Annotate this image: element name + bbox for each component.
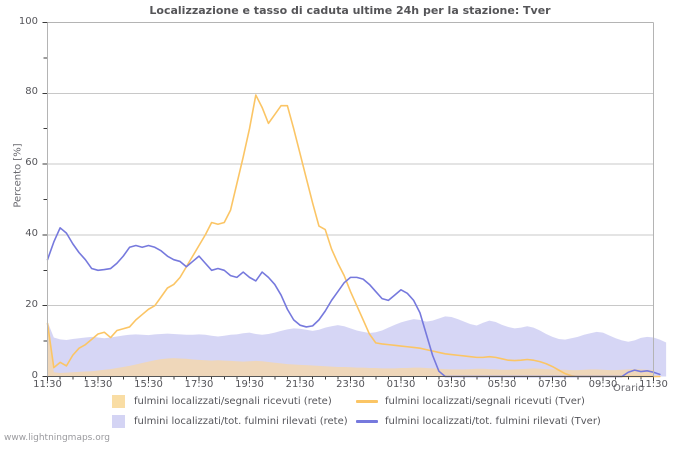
y-tick-label: 0 xyxy=(31,369,38,381)
y-tick-label: 60 xyxy=(25,157,38,169)
chart-title: Localizzazione e tasso di caduta ultime … xyxy=(149,4,551,17)
legend-item-rete-segnali[interactable]: fulmini localizzati/segnali ricevuti (re… xyxy=(112,392,332,410)
legend-label: fulmini localizzati/tot. fulmini rilevat… xyxy=(134,415,348,427)
plot-frame xyxy=(47,22,654,377)
legend-item-tver-segnali[interactable]: fulmini localizzati/segnali ricevuti (Tv… xyxy=(356,392,585,410)
x-tick-label: 01:30 xyxy=(386,379,416,390)
legend-line-icon xyxy=(356,419,378,423)
x-tick-label: 05:30 xyxy=(487,379,517,390)
x-tick-label: 19:30 xyxy=(235,379,264,390)
x-tick-label: 17:30 xyxy=(184,379,214,390)
y-tick-label: 20 xyxy=(25,298,38,310)
x-tick-label: 23:30 xyxy=(336,379,365,390)
chart-legend: fulmini localizzati/segnali ricevuti (re… xyxy=(112,392,692,432)
y-tick-label: 80 xyxy=(25,86,38,98)
y-tick-label: 100 xyxy=(18,15,38,27)
x-tick-label: 07:30 xyxy=(538,379,567,390)
watermark: www.lightningmaps.org xyxy=(4,433,110,443)
legend-label: fulmini localizzati/segnali ricevuti (Tv… xyxy=(385,395,585,407)
x-axis-title: Orario xyxy=(613,383,645,394)
legend-line-icon xyxy=(356,399,378,403)
x-tick-label: 11:30 xyxy=(639,379,668,390)
legend-label: fulmini localizzati/segnali ricevuti (re… xyxy=(134,395,332,407)
x-tick-label: 15:30 xyxy=(134,379,163,390)
x-tick-label: 09:30 xyxy=(588,379,618,390)
data-series xyxy=(46,94,667,378)
gridlines xyxy=(47,22,654,307)
x-tick-label: 11:30 xyxy=(33,379,62,390)
y-tick-label: 40 xyxy=(25,227,38,239)
x-tick-label: 03:30 xyxy=(437,379,466,390)
legend-swatch-icon xyxy=(112,394,125,408)
legend-swatch-icon xyxy=(112,414,125,428)
legend-item-tver-localizzati[interactable]: fulmini localizzati/tot. fulmini rilevat… xyxy=(356,412,601,430)
x-tick-label: 21:30 xyxy=(285,379,315,390)
legend-item-rete-localizzati[interactable]: fulmini localizzati/tot. fulmini rilevat… xyxy=(112,412,348,430)
x-tick-label: 13:30 xyxy=(83,379,113,390)
legend-label: fulmini localizzati/tot. fulmini rilevat… xyxy=(385,415,601,427)
